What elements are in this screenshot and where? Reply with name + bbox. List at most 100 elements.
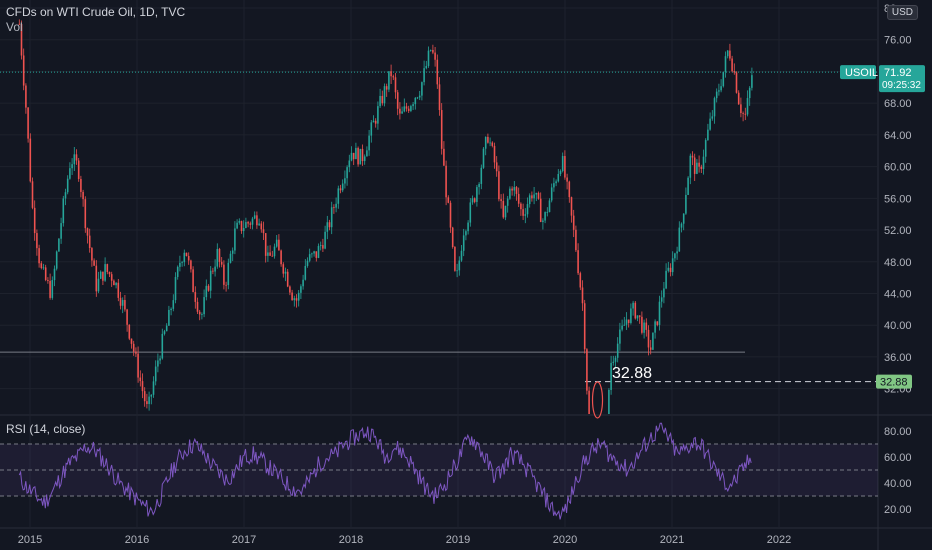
candle-body [161, 333, 164, 359]
candle-body [572, 215, 575, 230]
rsi-legend[interactable]: RSI (14, close) [6, 422, 86, 436]
candle-body [209, 270, 212, 291]
candle-body [154, 366, 157, 382]
candle-body [319, 245, 322, 247]
candle-body [198, 311, 201, 315]
candle-body [513, 187, 516, 191]
candle-body [355, 147, 357, 160]
candle-body [203, 297, 205, 315]
candle-body [117, 282, 120, 298]
candle-body [663, 288, 665, 298]
candle-body [280, 250, 282, 265]
candle-body [322, 245, 324, 249]
candle-body [524, 214, 527, 216]
candle-body [339, 188, 342, 191]
candle-body [550, 187, 553, 201]
candle-body [157, 360, 159, 367]
candle-body [95, 265, 98, 292]
candle-body [126, 309, 128, 325]
candle-body [579, 273, 582, 288]
candle-body [302, 279, 304, 287]
candle-body [163, 331, 166, 334]
candle-body [638, 315, 641, 317]
time-axis[interactable]: 2015 2016 2017 2018 2019 2020 2021 2022 [18, 534, 791, 546]
rsi-axis[interactable]: 80.00 60.00 40.00 20.00 [884, 426, 912, 516]
candle-body [236, 222, 238, 229]
candle-body [335, 203, 337, 208]
x-tick-label: 2020 [553, 534, 577, 546]
candle-body [264, 233, 267, 256]
symbol-title[interactable]: CFDs on WTI Crude Oil, 1D, TVC [6, 5, 186, 19]
candle-body [106, 264, 109, 273]
candle-body [548, 200, 551, 213]
candle-body [306, 260, 309, 266]
candle-body [702, 156, 705, 169]
candle-body [119, 297, 122, 306]
candle-body [660, 297, 663, 302]
candle-body [500, 199, 502, 201]
candle-body [731, 58, 733, 72]
y-tick-label: 60.00 [884, 162, 912, 174]
candle-body [141, 381, 144, 392]
candle-body [564, 156, 566, 178]
chart-legend: CFDs on WTI Crude Oil, 1D, TVC Vol [6, 5, 185, 35]
candle-body [251, 218, 254, 225]
y-tick-label: 44.00 [884, 288, 912, 300]
candle-body [359, 148, 362, 165]
price-axis[interactable]: 8076.0072.0068.0064.0060.0056.0052.0048.… [884, 3, 912, 396]
candle-body [751, 75, 753, 88]
candle-body [619, 329, 621, 344]
candle-body [676, 251, 678, 254]
price-series: 32.88 [18, 19, 753, 419]
candle-body [44, 267, 47, 280]
candle-body [229, 253, 232, 263]
candle-body [480, 167, 483, 184]
candle-body [394, 77, 397, 93]
candle-body [304, 265, 307, 280]
candle-body [621, 325, 623, 330]
candle-body [478, 183, 480, 188]
candle-body [412, 104, 414, 107]
candle-body [227, 262, 230, 286]
candle-body [86, 228, 89, 236]
candle-body [55, 251, 58, 269]
x-tick-label: 2022 [767, 534, 791, 546]
candle-body [284, 271, 287, 274]
candle-body [440, 110, 443, 149]
candle-body [225, 284, 227, 286]
candle-body [135, 351, 137, 354]
candle-body [506, 198, 509, 206]
candle-body [509, 188, 511, 199]
candle-body [223, 264, 225, 285]
candle-body [436, 59, 439, 85]
candle-body [49, 280, 51, 298]
candle-body [152, 381, 155, 395]
candle-body [454, 247, 456, 271]
x-tick-label: 2015 [18, 534, 42, 546]
candle-body [746, 98, 749, 115]
volume-label[interactable]: Vol [6, 20, 23, 34]
candle-body [392, 76, 395, 78]
candle-body [542, 220, 544, 222]
candle-body [99, 271, 102, 279]
candle-body [245, 222, 247, 228]
candle-body [476, 187, 478, 202]
currency-badge[interactable]: USD [886, 5, 918, 20]
candle-body [289, 286, 291, 293]
candle-body [172, 300, 175, 309]
candle-body [421, 82, 423, 96]
candle-body [366, 150, 368, 157]
candle-body [537, 192, 540, 199]
candle-body [641, 316, 643, 333]
candle-body [482, 148, 485, 168]
low-marker [591, 381, 604, 419]
candle-body [40, 263, 43, 269]
candle-body [220, 261, 223, 265]
candle-body [502, 200, 505, 218]
candle-body [64, 192, 67, 199]
symbol-tag-label: USOIL [845, 67, 878, 79]
candle-body [388, 71, 390, 90]
candle-body [696, 162, 698, 174]
